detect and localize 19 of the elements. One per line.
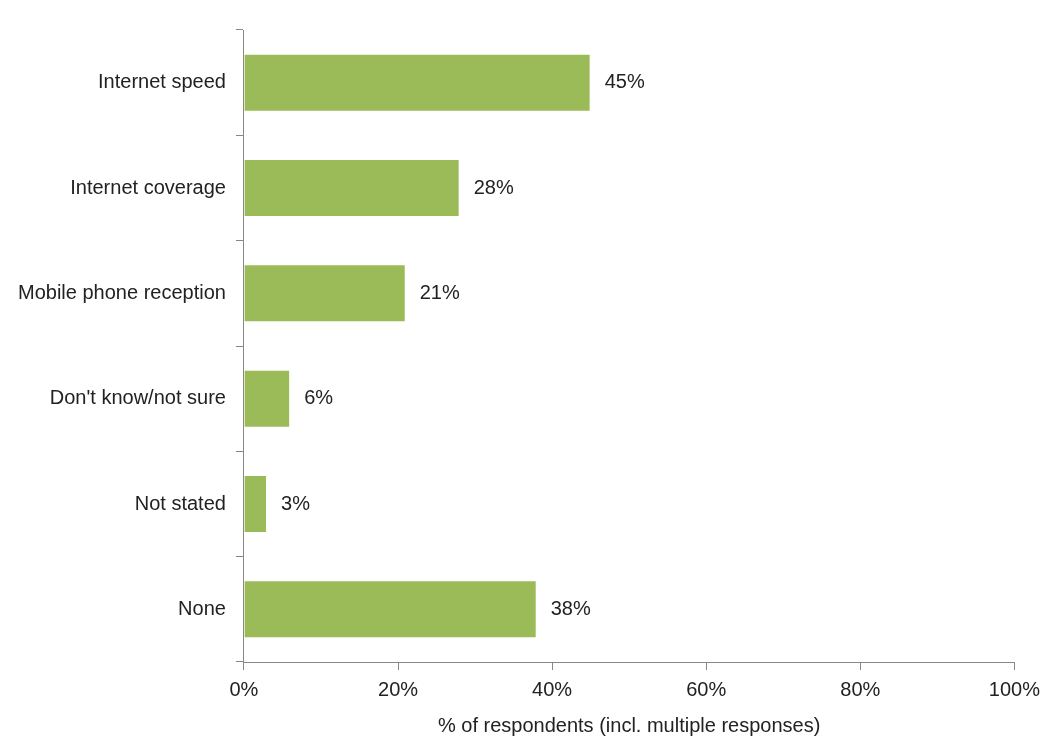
y-tick-label: Internet speed [98,70,226,93]
data-label: 21% [419,280,460,303]
x-axis-title: % of respondents (incl. multiple responses) [437,713,821,736]
y-tick-label: None [178,596,226,619]
data-label: 28% [473,175,514,198]
x-tick-label: 20% [378,677,419,700]
data-label: 3% [281,491,311,514]
y-tick-label: Don't know/not sure [49,386,226,409]
data-label: 45% [604,70,645,93]
x-tick-label: 80% [840,677,881,700]
y-tick-label: Not stated [134,491,226,514]
data-label: 38% [550,596,591,619]
x-tick-label: 0% [229,677,259,700]
x-tick-label: 60% [686,677,727,700]
y-tick-label: Internet coverage [70,175,226,198]
x-tick-label: 100% [988,677,1041,700]
data-label: 6% [304,386,334,409]
x-tick-label: 40% [532,677,573,700]
y-tick-label: Mobile phone reception [18,280,226,303]
